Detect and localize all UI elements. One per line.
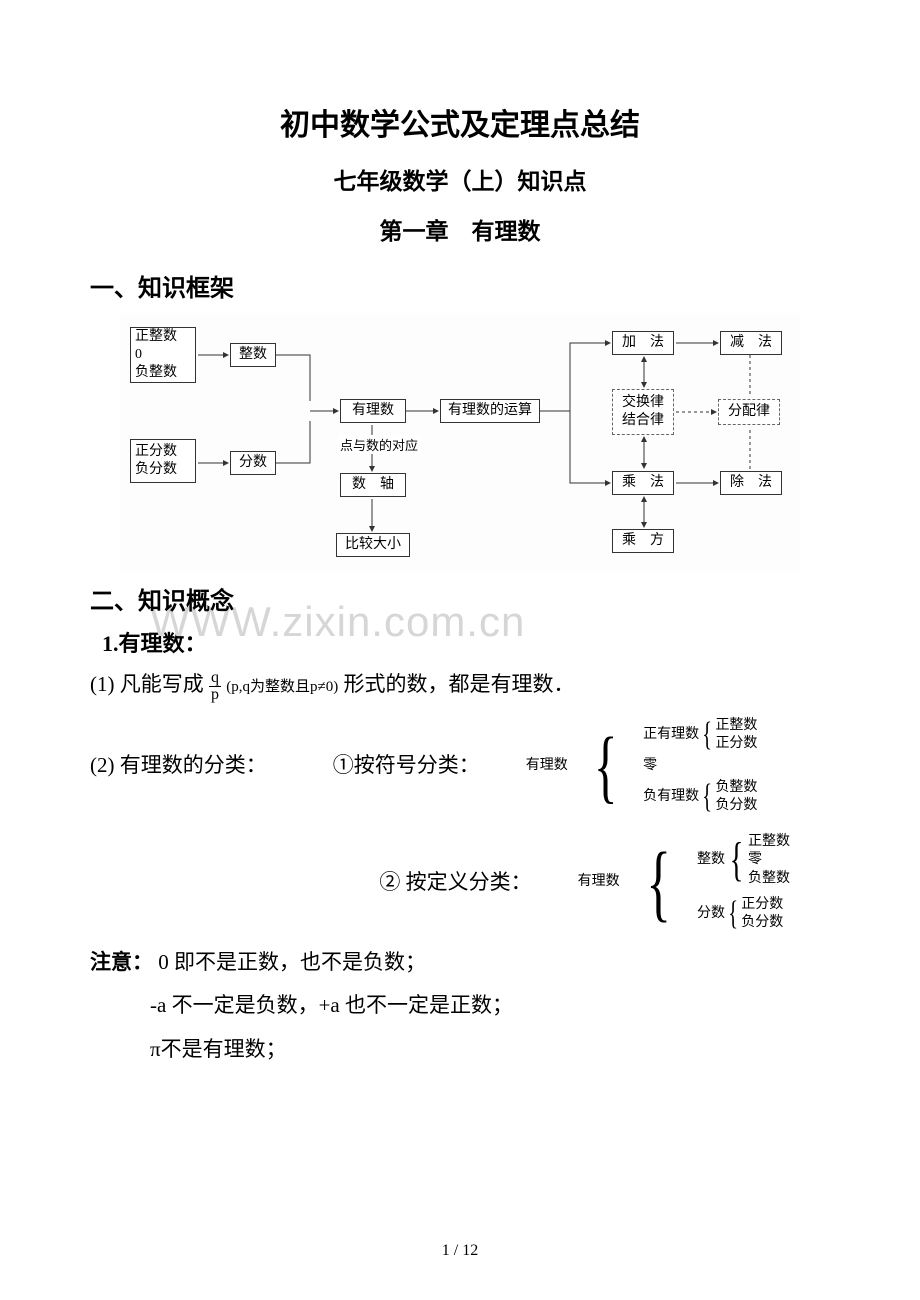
page-number: 1 / 12 — [0, 1242, 920, 1260]
brace-icon: { — [646, 852, 671, 912]
flow-box-number-line: 数 轴 — [340, 473, 406, 497]
def2-label: (2) 有理数的分类： — [90, 749, 267, 783]
section-heading-1: 一、知识框架 — [90, 268, 830, 303]
title-sub: 七年级数学（上）知识点 — [90, 162, 830, 196]
fraction-numerator: q — [209, 670, 221, 687]
brace-icon: { — [594, 737, 618, 794]
class-by-def-label: ② 按定义分类： — [379, 866, 531, 900]
flow-box-compare: 比较大小 — [336, 533, 410, 557]
flow-box-rational: 有理数 — [340, 399, 406, 423]
brace-icon: { — [702, 713, 712, 757]
cls1-neg-int: 负整数 — [715, 779, 757, 797]
note-line-1: 注意： 0 即不是正数，也不是负数； — [90, 946, 830, 980]
fraction-denominator: p — [209, 687, 221, 703]
knowledge-flowchart: 正整数0负整数 整数 正分数负分数 分数 有理数 有理数的运算 点与数的对应 数… — [120, 313, 800, 573]
note-line-3: π不是有理数； — [150, 1033, 830, 1067]
flowchart-connectors — [120, 313, 800, 573]
brace-icon: { — [730, 829, 744, 891]
fraction-qp: q p — [209, 670, 221, 703]
note-line-2: -a 不一定是负数，+a 也不一定是正数； — [150, 989, 830, 1023]
cls2-fraction: 分数 — [697, 905, 725, 923]
def1-post: 形式的数，都是有理数． — [343, 672, 574, 696]
flow-box-laws: 交换律结合律 — [612, 389, 674, 435]
cls1-pos-frac: 正分数 — [715, 735, 757, 753]
brace-icon: { — [702, 775, 712, 819]
cls2-integer: 整数 — [697, 851, 725, 869]
section-heading-2: 二、知识概念 — [90, 581, 830, 616]
flow-box-subtraction: 减 法 — [720, 331, 782, 355]
cls1-level1: 正有理数 { 正整数 正分数 零 负有理数 { 负整数 负分数 — [643, 713, 757, 820]
flow-box-fractions-src: 正分数负分数 — [130, 439, 196, 483]
flow-box-multiplication: 乘 法 — [612, 471, 674, 495]
cls2-root: 有理数 — [578, 871, 620, 893]
definition-line-1: (1) 凡能写成 q p (p,q为整数且p≠0) 形式的数，都是有理数． — [90, 668, 830, 703]
document-page: 初中数学公式及定理点总结 七年级数学（上）知识点 第一章 有理数 一、知识框架 — [0, 0, 920, 1300]
fraction-condition: (p,q为整数且p≠0) — [226, 679, 338, 695]
title-chapter: 第一章 有理数 — [90, 212, 830, 246]
cls2-pos-frac: 正分数 — [741, 896, 783, 914]
class-by-sign-label: ①按符号分类： — [333, 749, 480, 783]
flow-box-division: 除 法 — [720, 471, 782, 495]
flow-box-integer: 整数 — [230, 343, 276, 367]
flow-text-correspondence: 点与数的对应 — [338, 435, 420, 454]
classification-row-2: ② 按定义分类： 有理数 { 整数 { 正整数 零 负整数 分数 { 正分数 负… — [90, 829, 830, 936]
flow-box-addition: 加 法 — [612, 331, 674, 355]
note-label: 注意： — [90, 950, 153, 974]
flow-box-fraction: 分数 — [230, 451, 276, 475]
cls2-neg-frac: 负分数 — [741, 914, 783, 932]
note-1: 0 即不是正数，也不是负数； — [158, 950, 426, 974]
cls1-zero: 零 — [643, 757, 757, 775]
title-main: 初中数学公式及定理点总结 — [90, 100, 830, 144]
flow-box-distributive: 分配律 — [718, 399, 780, 425]
cls2-zero: 零 — [748, 851, 790, 869]
def1-pre: (1) 凡能写成 — [90, 672, 204, 696]
cls1-neg-frac: 负分数 — [715, 797, 757, 815]
flow-box-operations: 有理数的运算 — [440, 399, 540, 423]
subheading-rational: 1.有理数： — [102, 626, 830, 658]
cls2-neg-int: 负整数 — [748, 870, 790, 888]
cls1-root: 有理数 — [526, 755, 568, 777]
cls1-neg-rational: 负有理数 — [643, 788, 699, 806]
cls1-pos-int: 正整数 — [715, 717, 757, 735]
cls1-pos-rational: 正有理数 — [643, 726, 699, 744]
brace-icon: { — [728, 892, 738, 936]
cls2-pos-int: 正整数 — [748, 833, 790, 851]
flow-box-integers-src: 正整数0负整数 — [130, 327, 196, 383]
classification-row-1: (2) 有理数的分类： ①按符号分类： 有理数 { 正有理数 { 正整数 正分数… — [90, 713, 830, 820]
cls2-level1: 整数 { 正整数 零 负整数 分数 { 正分数 负分数 — [697, 829, 790, 936]
flow-box-power: 乘 方 — [612, 529, 674, 553]
